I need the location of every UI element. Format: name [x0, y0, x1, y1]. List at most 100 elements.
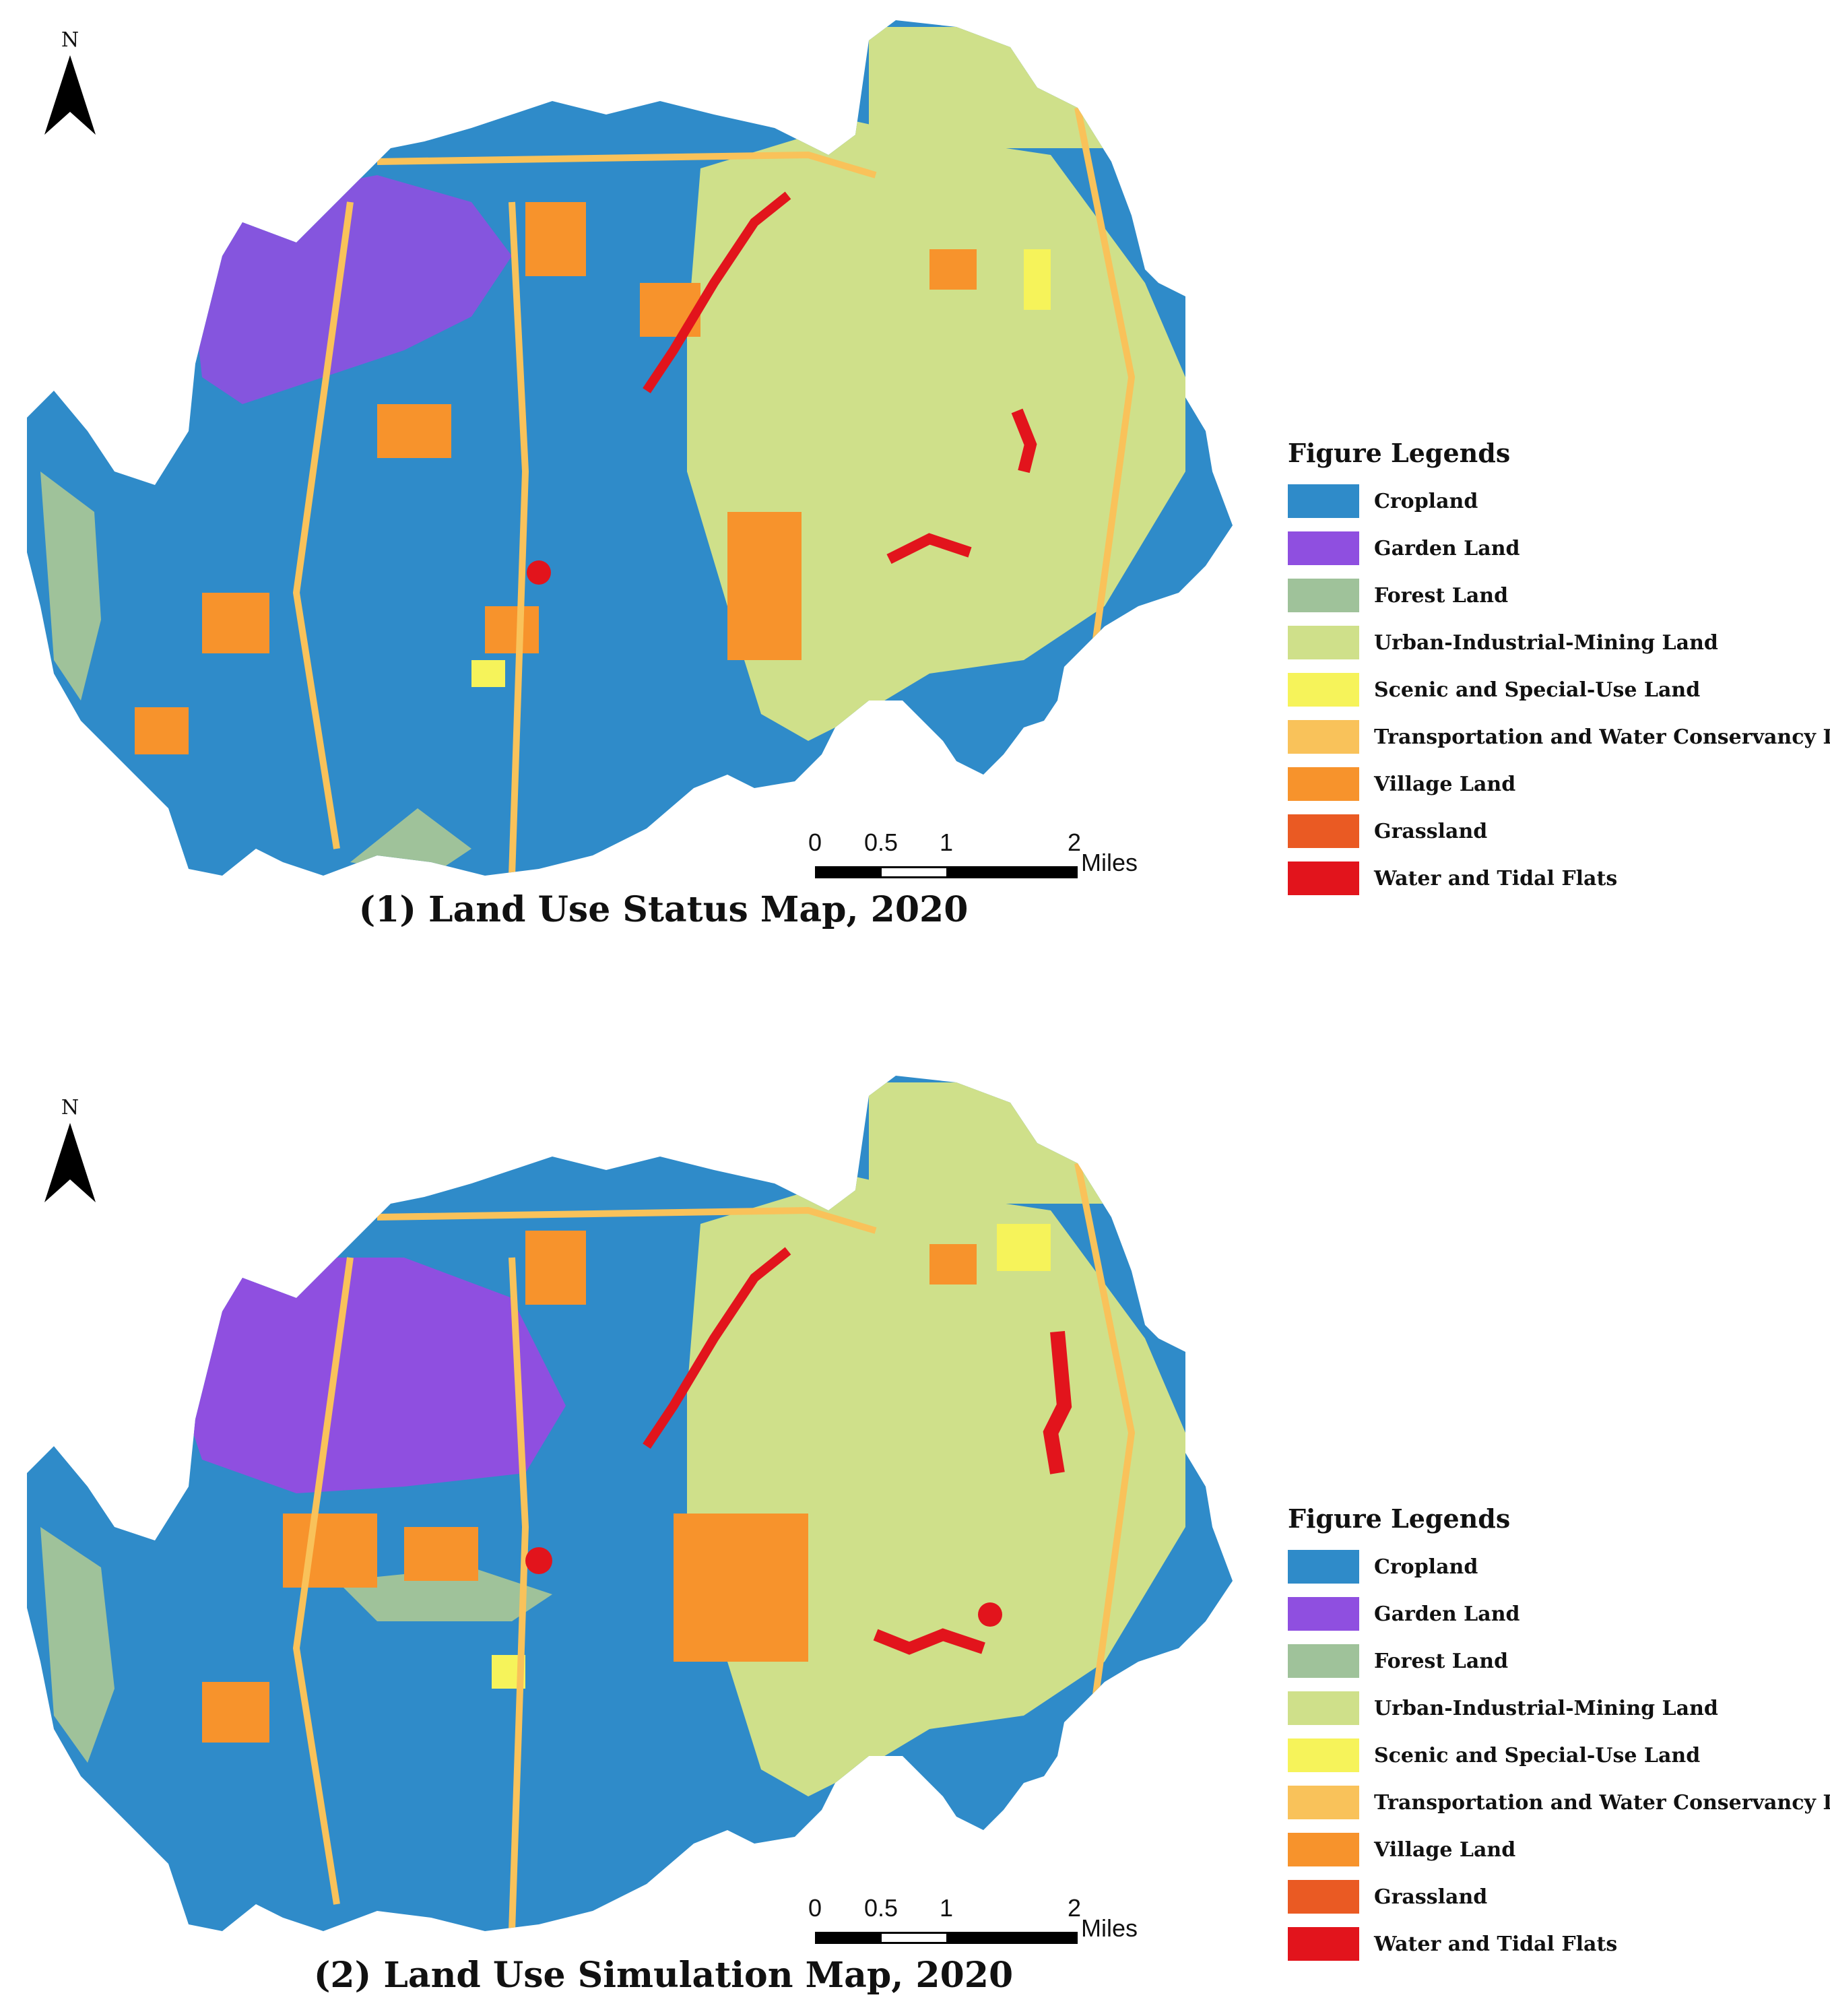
legend-swatch — [1288, 1786, 1359, 1819]
north-arrow-label: N — [61, 28, 79, 52]
garden-area — [189, 175, 512, 404]
north-arrow-icon — [44, 1123, 96, 1202]
scale-tick: 0 — [808, 828, 822, 856]
legend-label: Transportation and Water Conservancy Lan… — [1374, 725, 1830, 749]
road — [292, 1257, 354, 1905]
village-patch — [525, 202, 586, 276]
legend-swatch — [1288, 1550, 1359, 1584]
legend-swatch — [1288, 1691, 1359, 1725]
legend-item-grassland: Grassland — [1288, 1873, 1827, 1920]
legend-swatch — [1288, 861, 1359, 895]
urban-area — [687, 121, 1185, 741]
legend-item-village: Village Land — [1288, 1826, 1827, 1873]
legend-label: Cropland — [1374, 1555, 1478, 1579]
scale-tick: 2 — [1067, 828, 1082, 856]
urban-area-north — [869, 27, 1138, 148]
scale-bar: 0 0.5 1 2 Miles — [802, 828, 1152, 909]
legend-item-water: Water and Tidal Flats — [1288, 1920, 1827, 1968]
legend-label: Cropland — [1374, 489, 1478, 513]
pond — [1011, 408, 1037, 474]
village-patch — [404, 1527, 478, 1581]
scale-tick: 2 — [1067, 1894, 1082, 1922]
panel-status-map: N — [27, 20, 1830, 930]
scale-units: Miles — [1081, 849, 1138, 876]
road — [377, 151, 877, 178]
legend: Figure Legends Cropland Garden Land Fore… — [1288, 438, 1830, 902]
village-patch — [202, 593, 269, 653]
legend-label: Garden Land — [1374, 536, 1520, 560]
legend-swatch — [1288, 484, 1359, 518]
scale-bar-graphic — [815, 866, 1078, 878]
legend-item-scenic: Scenic and Special-Use Land — [1288, 666, 1827, 713]
legend-item-forest: Forest Land — [1288, 1637, 1827, 1685]
legend-item-grassland: Grassland — [1288, 808, 1827, 855]
legend: Figure Legends Cropland Garden Land Fore… — [1288, 1503, 1830, 1968]
river — [643, 1247, 791, 1449]
legend-item-forest: Forest Land — [1288, 572, 1827, 619]
village-patch — [202, 1682, 269, 1743]
legend-swatch — [1288, 1833, 1359, 1866]
legend-label: Urban-Industrial-Mining Land — [1374, 1696, 1718, 1720]
land-use-map — [27, 1076, 1233, 1931]
village-patch — [674, 1514, 808, 1662]
legend-swatch — [1288, 626, 1359, 659]
legend-swatch — [1288, 673, 1359, 707]
forest-west — [40, 472, 101, 701]
scale-bar: 0 0.5 1 2 Miles — [802, 1894, 1152, 1975]
north-arrow-label: N — [61, 1096, 79, 1119]
road — [1074, 1163, 1136, 1730]
village-patch — [377, 404, 451, 458]
pond — [527, 560, 551, 585]
map-caption: (2) Land Use Simulation Map, 2020 — [313, 1955, 1014, 1996]
north-arrow: N — [44, 28, 96, 136]
legend-swatch — [1288, 1738, 1359, 1772]
road — [509, 201, 529, 876]
village-patch — [485, 606, 539, 653]
legend-label: Village Land — [1374, 1838, 1516, 1862]
legend-label: Grassland — [1374, 1885, 1488, 1909]
village-patch — [525, 1231, 586, 1305]
road — [1074, 107, 1136, 674]
legend-label: Scenic and Special-Use Land — [1374, 1743, 1701, 1767]
scenic-patch — [997, 1224, 1051, 1271]
legend-swatch — [1288, 579, 1359, 612]
village-patch — [727, 512, 802, 660]
map-caption: (1) Land Use Status Map, 2020 — [358, 889, 969, 930]
river — [873, 1628, 985, 1655]
forest-west — [40, 1527, 115, 1763]
legend-swatch — [1288, 720, 1359, 754]
forest-central — [337, 1567, 552, 1621]
scale-bar-graphic — [815, 1932, 1078, 1944]
legend-label: Grassland — [1374, 819, 1488, 843]
pond — [978, 1602, 1002, 1627]
legend-item-transport: Transportation and Water Conservancy Lan… — [1288, 1779, 1830, 1826]
legend-item-garden: Garden Land — [1288, 1590, 1827, 1637]
legend-item-water: Water and Tidal Flats — [1288, 855, 1827, 902]
legend-item-cropland: Cropland — [1288, 478, 1827, 525]
legend-swatch — [1288, 1597, 1359, 1631]
village-patch — [135, 707, 189, 754]
north-arrow-icon — [44, 55, 96, 135]
legend-label: Village Land — [1374, 772, 1516, 796]
scale-units: Miles — [1081, 1914, 1138, 1942]
legend-item-village: Village Land — [1288, 760, 1827, 808]
village-patch — [283, 1514, 377, 1588]
legend-item-scenic: Scenic and Special-Use Land — [1288, 1732, 1827, 1779]
pond — [525, 1547, 552, 1574]
legend-swatch — [1288, 1927, 1359, 1961]
north-arrow: N — [44, 1096, 96, 1204]
legend-title: Figure Legends — [1288, 438, 1511, 468]
road — [292, 201, 354, 849]
scale-tick: 1 — [939, 828, 954, 856]
legend-label: Forest Land — [1374, 1649, 1509, 1673]
legend-label: Urban-Industrial-Mining Land — [1374, 630, 1718, 655]
road — [509, 1257, 529, 1931]
scale-tick: 1 — [939, 1894, 954, 1922]
legend-label: Forest Land — [1374, 583, 1509, 608]
legend-swatch — [1288, 1644, 1359, 1678]
legend-label: Water and Tidal Flats — [1374, 866, 1618, 890]
scenic-patch — [1024, 249, 1051, 310]
legend-title: Figure Legends — [1288, 1503, 1511, 1534]
land-use-map — [27, 20, 1233, 876]
scale-tick: 0.5 — [863, 828, 898, 856]
